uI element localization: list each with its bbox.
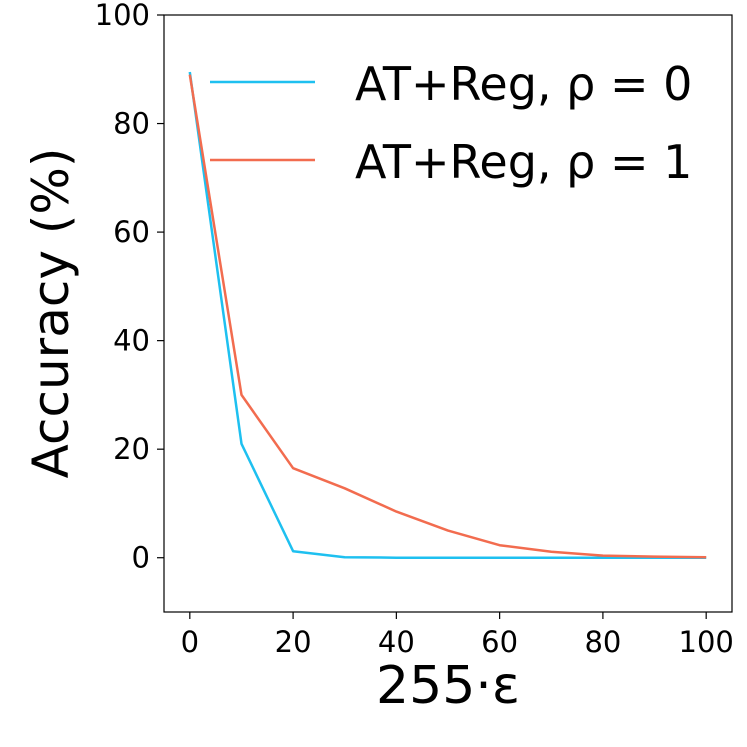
x-tick-label: 100: [679, 625, 734, 659]
x-tick-label: 20: [275, 625, 312, 659]
y-tick-label: 80: [113, 107, 150, 141]
plot-lines: [188, 71, 707, 559]
x-tick-label: 60: [481, 625, 518, 659]
x-tick-label: 0: [181, 625, 199, 659]
plot-frame: [163, 14, 733, 613]
x-tick-label: 40: [378, 625, 415, 659]
y-tick-label: 100: [95, 0, 150, 32]
y-axis-label: Accuracy (%): [22, 148, 80, 479]
x-tick-label: 80: [584, 625, 621, 659]
y-tick-label: 60: [113, 215, 150, 249]
series-line-1: [188, 74, 707, 559]
legend-label-series-0: AT+Reg, ρ = 0: [355, 57, 692, 111]
y-tick-label: 0: [132, 541, 150, 575]
series-line-0: [188, 71, 707, 559]
y-tick-label: 20: [113, 432, 150, 466]
legend-label-series-1: AT+Reg, ρ = 1: [355, 135, 692, 189]
x-axis-label: 255·ε: [376, 656, 520, 716]
y-tick-label: 40: [113, 324, 150, 358]
x-axis: 0 20 40 60 80 100: [181, 612, 734, 659]
y-axis: 0 20 40 60 80 100: [95, 0, 164, 575]
legend: AT+Reg, ρ = 0 AT+Reg, ρ = 1: [210, 57, 692, 189]
